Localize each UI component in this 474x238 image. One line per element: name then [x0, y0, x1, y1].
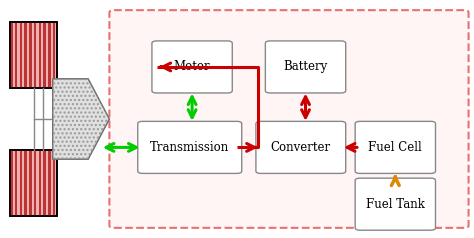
Bar	[15, 22, 18, 88]
Text: Motor: Motor	[174, 60, 210, 74]
Text: Converter: Converter	[271, 141, 331, 154]
FancyBboxPatch shape	[256, 121, 346, 174]
Bar	[38, 150, 41, 216]
FancyBboxPatch shape	[265, 41, 346, 93]
FancyBboxPatch shape	[138, 121, 242, 174]
Bar	[10, 22, 57, 88]
Bar	[10, 150, 13, 216]
Bar	[19, 22, 22, 88]
Bar	[10, 22, 57, 88]
Bar	[34, 22, 36, 88]
Bar	[48, 150, 51, 216]
Bar	[48, 22, 51, 88]
Bar	[43, 22, 46, 88]
Bar	[53, 150, 55, 216]
Bar	[10, 150, 57, 216]
Polygon shape	[53, 79, 109, 159]
Bar	[53, 22, 55, 88]
FancyBboxPatch shape	[109, 10, 469, 228]
FancyBboxPatch shape	[355, 178, 436, 230]
Bar	[10, 22, 13, 88]
Text: Fuel Cell: Fuel Cell	[368, 141, 422, 154]
Bar	[29, 22, 32, 88]
Text: Fuel Tank: Fuel Tank	[366, 198, 425, 211]
Bar	[24, 22, 27, 88]
Bar	[15, 150, 18, 216]
Bar	[24, 150, 27, 216]
FancyBboxPatch shape	[355, 121, 436, 174]
Bar	[34, 150, 36, 216]
Bar	[38, 22, 41, 88]
Text: Battery: Battery	[283, 60, 328, 74]
Bar	[19, 150, 22, 216]
FancyBboxPatch shape	[152, 41, 232, 93]
Bar	[43, 150, 46, 216]
Text: Transmission: Transmission	[150, 141, 229, 154]
Bar	[29, 150, 32, 216]
Bar	[10, 150, 57, 216]
